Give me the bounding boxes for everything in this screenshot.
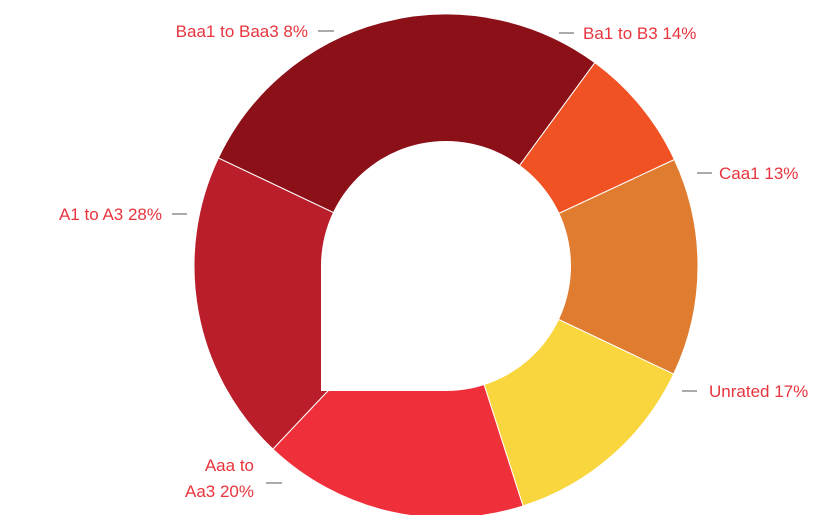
slice-label-baa1-baa3: Baa1 to Baa3 8% (176, 22, 308, 41)
slice-label-unrated: Unrated 17% (709, 382, 808, 401)
label-group-a1-a3: A1 to A3 28% (59, 205, 187, 224)
slice-label-a1-a3: A1 to A3 28% (59, 205, 162, 224)
slice-label-aaa-aa3-line2: Aa3 20% (185, 482, 254, 501)
label-group-aaa-aa3: Aaa to Aa3 20% (185, 456, 282, 501)
label-group-caa1: Caa1 13% (697, 164, 798, 183)
donut-hole (321, 141, 571, 391)
slice-label-caa1: Caa1 13% (719, 164, 798, 183)
slice-label-aaa-aa3-line1: Aaa to (205, 456, 254, 475)
label-group-unrated: Unrated 17% (682, 382, 808, 401)
label-group-baa1-baa3: Baa1 to Baa3 8% (176, 22, 334, 41)
label-group-ba1-b3: Ba1 to B3 14% (559, 24, 696, 43)
slice-label-ba1-b3: Ba1 to B3 14% (583, 24, 696, 43)
